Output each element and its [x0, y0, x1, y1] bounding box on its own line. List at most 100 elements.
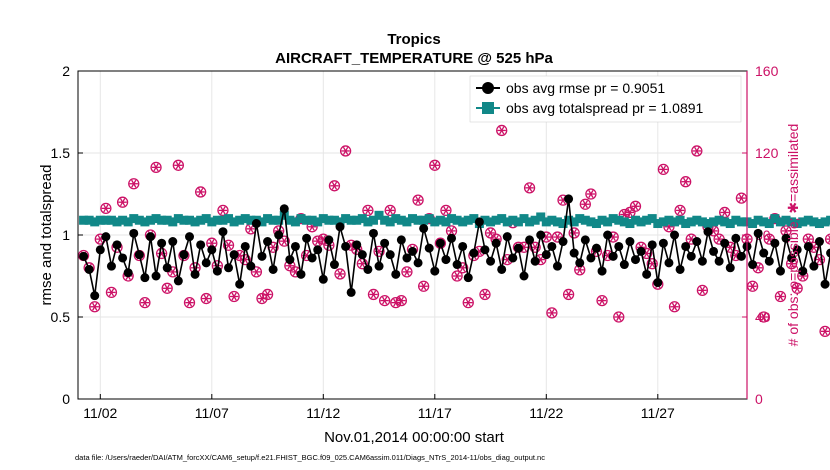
rmse-point	[201, 258, 211, 268]
rmse-point	[357, 250, 367, 260]
totalspread-point	[218, 215, 228, 225]
rmse-point	[168, 237, 178, 247]
obs-count-point	[183, 296, 196, 309]
totalspread-point	[207, 217, 217, 227]
totalspread-point	[636, 217, 646, 227]
rmse-point	[285, 255, 295, 265]
y2-tick-label: 160	[755, 63, 779, 79]
totalspread-point	[714, 215, 724, 225]
totalspread-point	[681, 219, 691, 229]
totalspread-point	[380, 215, 390, 225]
totalspread-point	[731, 215, 741, 225]
rmse-point	[513, 243, 523, 253]
totalspread-point	[826, 215, 830, 225]
totalspread-point	[391, 214, 401, 224]
obs-count-point	[758, 311, 770, 323]
rmse-point	[463, 273, 473, 283]
totalspread-point	[374, 210, 384, 220]
totalspread-point	[257, 217, 267, 227]
rmse-point	[709, 246, 719, 256]
rmse-point	[826, 248, 830, 258]
totalspread-point	[703, 219, 713, 229]
rmse-point	[675, 264, 685, 274]
rmse-point	[536, 230, 546, 240]
rmse-point	[290, 241, 300, 251]
totalspread-point	[168, 217, 178, 227]
rmse-point	[787, 253, 797, 263]
totalspread-point	[157, 215, 167, 225]
totalspread-point	[653, 219, 663, 229]
totalspread-point	[212, 215, 222, 225]
obs-count-point	[395, 294, 408, 307]
totalspread-point	[229, 217, 239, 227]
totalspread-point	[352, 215, 362, 225]
totalspread-point	[748, 219, 758, 229]
rmse-point	[670, 230, 680, 240]
rmse-point	[775, 266, 785, 276]
totalspread-point	[519, 214, 529, 224]
totalspread-point	[692, 215, 702, 225]
rmse-point	[151, 271, 161, 281]
obs-count-point	[328, 180, 341, 192]
rmse-point	[681, 241, 691, 251]
obs-count-point	[479, 288, 491, 301]
totalspread-point	[670, 217, 680, 227]
totalspread-point	[658, 217, 668, 227]
rmse-point	[335, 222, 345, 232]
totalspread-point	[290, 217, 300, 227]
rmse-point	[346, 287, 356, 297]
totalspread-point	[625, 219, 635, 229]
totalspread-point	[697, 217, 707, 227]
totalspread-point	[486, 217, 496, 227]
totalspread-point	[720, 217, 730, 227]
rmse-point	[224, 263, 234, 273]
rmse-point	[313, 245, 323, 255]
obs-count-point	[780, 225, 792, 237]
rmse-point	[525, 235, 535, 245]
rmse-point	[441, 255, 451, 265]
rmse-point	[748, 260, 758, 270]
y2-axis-label: # of obs: o=possible; ✱=assimilated	[785, 124, 801, 347]
obs-count-point	[657, 163, 670, 176]
rmse-point	[558, 237, 568, 247]
rmse-point	[185, 232, 194, 242]
totalspread-point	[246, 215, 256, 225]
obs-count-point	[523, 182, 536, 194]
totalspread-point	[335, 217, 345, 227]
rmse-point	[218, 227, 228, 237]
totalspread-point	[95, 215, 105, 225]
y-axis-ticks: 0 0.5 1 1.5 2	[51, 63, 83, 407]
rmse-point	[329, 260, 339, 270]
rmse-point	[608, 251, 618, 261]
x-axis-ticks: 11/02 11/07 11/12 11/17 11/22 11/27	[83, 394, 675, 421]
obs-count-point	[89, 301, 101, 313]
rmse-point	[235, 279, 245, 289]
totalspread-point	[240, 214, 250, 224]
rmse-point	[123, 268, 133, 278]
totalspread-point	[396, 215, 406, 225]
obs-count-point	[691, 145, 703, 157]
obs-count-point	[217, 204, 229, 217]
rmse-point	[240, 241, 250, 251]
totalspread-point	[263, 214, 273, 224]
rmse-point	[430, 266, 440, 276]
rmse-point	[770, 238, 780, 248]
rmse-point	[157, 238, 167, 248]
totalspread-point	[792, 219, 802, 229]
rmse-point	[625, 237, 635, 247]
rmse-point	[140, 273, 150, 283]
y-axis-label: rmse and totalspread	[38, 165, 55, 306]
x-tick-label: 11/27	[641, 405, 675, 421]
obs-count-point	[278, 235, 290, 247]
rmse-point	[603, 230, 613, 240]
rmse-point	[79, 251, 89, 261]
totalspread-point	[90, 217, 100, 227]
rmse-point	[363, 264, 373, 274]
chart-subtitle: AIRCRAFT_TEMPERATURE @ 525 hPa	[275, 50, 553, 67]
rmse-point	[263, 237, 273, 247]
y-tick-label: 1.5	[51, 145, 71, 161]
rmse-point	[257, 251, 267, 261]
rmse-point	[413, 258, 423, 268]
totalspread-point	[368, 215, 378, 225]
obs-count-point	[161, 282, 173, 294]
